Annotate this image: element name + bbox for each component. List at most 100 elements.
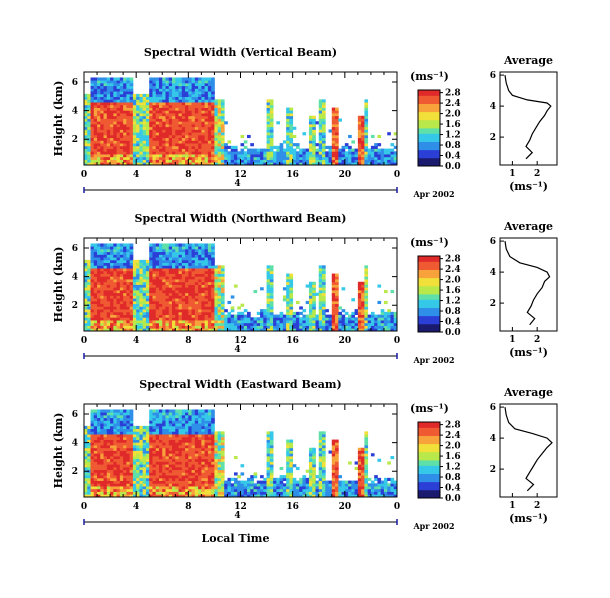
heatmap-cell: [266, 268, 271, 272]
heatmap-cell: [145, 140, 150, 144]
heatmap-cell: [308, 140, 313, 144]
heatmap-cell: [158, 491, 163, 495]
heatmap-cell: [129, 91, 134, 95]
heatmap-cell: [276, 162, 281, 166]
heatmap-cell: [364, 110, 369, 114]
heatmap-cell: [132, 445, 137, 449]
heatmap-cell: [181, 483, 186, 487]
heatmap-cell: [139, 110, 144, 114]
heatmap-cell: [158, 80, 163, 84]
heatmap-cell: [230, 154, 235, 158]
heatmap-cell: [158, 417, 163, 421]
heatmap-cell: [113, 284, 117, 288]
heatmap-cell: [181, 259, 186, 264]
heatmap-cell: [116, 445, 121, 449]
heatmap-cell: [286, 118, 290, 122]
heatmap-cell: [162, 134, 166, 139]
heatmap-cell: [188, 162, 192, 166]
heatmap-cell: [132, 436, 137, 440]
heatmap-cell: [178, 469, 183, 473]
heatmap-cell: [155, 488, 160, 492]
heatmap-cell: [149, 442, 153, 446]
heatmap-cell: [299, 306, 303, 310]
heatmap-cell: [119, 276, 124, 280]
heatmap-cell: [168, 434, 173, 438]
heatmap-cell: [103, 91, 108, 95]
colorbar-swatch: [418, 307, 440, 311]
heatmap-cell: [383, 320, 388, 324]
heatmap-cell: [233, 145, 238, 149]
heatmap-cell: [269, 273, 274, 277]
heatmap-cell: [103, 102, 108, 106]
heatmap-cell: [90, 472, 95, 476]
heatmap-cell: [220, 134, 225, 139]
heatmap-cell: [162, 428, 166, 432]
heatmap-cell: [155, 414, 160, 419]
heatmap-cell: [149, 126, 153, 130]
heatmap-cell: [93, 453, 98, 457]
heatmap-cell: [93, 458, 98, 462]
heatmap-cell: [100, 445, 104, 449]
heatmap-cell: [172, 134, 176, 139]
heatmap-cell: [97, 420, 101, 424]
heatmap-cell: [211, 121, 215, 125]
heatmap-cell: [214, 320, 219, 324]
heatmap-cell: [87, 458, 91, 462]
heatmap-cell: [168, 248, 173, 253]
heatmap-cell: [165, 434, 170, 438]
heatmap-cell: [341, 156, 346, 160]
heatmap-cell: [266, 276, 271, 280]
heatmap-cell: [97, 151, 101, 155]
heatmap-cell: [269, 159, 274, 163]
heatmap-cell: [367, 162, 372, 166]
heatmap-cell: [123, 292, 127, 296]
heatmap-cell: [217, 110, 222, 114]
heatmap-cell: [188, 322, 192, 326]
heatmap-cell: [335, 145, 339, 149]
heatmap-cell: [211, 96, 215, 100]
heatmap-cell: [211, 118, 215, 122]
heatmap-cell: [312, 325, 316, 329]
heatmap-cell: [211, 259, 215, 264]
heatmap-cell: [207, 309, 212, 313]
heatmap-cell: [110, 118, 114, 122]
heatmap-cell: [185, 300, 189, 305]
heatmap-cell: [364, 154, 369, 158]
heatmap-cell: [188, 276, 192, 280]
heatmap-cell: [308, 123, 313, 128]
heatmap-cell: [116, 268, 121, 272]
heatmap-cell: [168, 414, 173, 419]
heatmap-cell: [93, 289, 98, 294]
heatmap-cell: [155, 276, 160, 280]
heatmap-cell: [103, 143, 108, 147]
heatmap-cell: [158, 428, 163, 432]
heatmap-cell: [100, 417, 104, 421]
y-tick-label: 6: [72, 244, 78, 254]
heatmap-cell: [370, 322, 375, 326]
heatmap-cell: [312, 123, 316, 128]
heatmap-cell: [185, 91, 189, 95]
heatmap-cell: [308, 159, 313, 163]
heatmap-cell: [383, 162, 388, 166]
heatmap-cell: [152, 287, 157, 291]
heatmap-cell: [106, 483, 111, 487]
heatmap-cell: [132, 121, 137, 125]
heatmap-cell: [338, 322, 342, 326]
heatmap-cell: [211, 85, 215, 89]
heatmap-cell: [201, 289, 206, 294]
heatmap-cell: [207, 123, 212, 128]
heatmap-cell: [106, 461, 111, 465]
heatmap-cell: [123, 88, 127, 92]
heatmap-cell: [84, 265, 88, 269]
average-y-tick-label: 4: [490, 268, 496, 278]
colorbar: (ms⁻¹)0.00.40.81.21.62.02.42.8: [410, 236, 461, 338]
heatmap-cell: [217, 113, 222, 117]
heatmap-cell: [220, 145, 225, 149]
heatmap-cell: [168, 93, 173, 98]
heatmap-cell: [87, 445, 91, 449]
heatmap-cell: [116, 483, 121, 487]
heatmap-cell: [126, 317, 131, 321]
heatmap-cell: [158, 148, 163, 152]
heatmap-cell: [185, 265, 189, 269]
heatmap-cell: [123, 466, 127, 471]
